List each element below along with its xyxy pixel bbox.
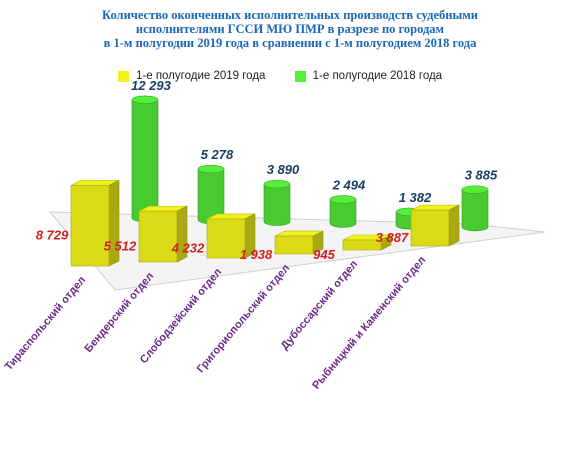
bar-2019-0-front	[70, 185, 110, 267]
bar-2018-0-top	[131, 95, 159, 104]
value-label-2019-0: 8 729	[36, 228, 69, 243]
value-label-2019-5: 3 887	[376, 230, 409, 245]
bar-2018-2-body	[263, 183, 291, 226]
legend-label-2019: 1-е полугодие 2019 года	[136, 70, 266, 82]
legend-label-2018: 1-е полугодие 2018 года	[312, 70, 443, 82]
bar-2019-5-front	[410, 209, 450, 247]
value-label-2018-1: 5 278	[201, 147, 234, 162]
value-label-2018-3: 2 494	[332, 177, 366, 192]
bar-2019-3-front	[274, 235, 314, 255]
legend-item-2019: 1-е полугодие 2019 года	[118, 70, 265, 82]
bar-2018-1-top	[197, 164, 225, 174]
chart-legend: 1-е полугодие 2019 года 1-е полугодие 20…	[118, 70, 468, 85]
legend-swatch-2018	[294, 70, 306, 82]
bar-2018-2-top	[263, 179, 291, 189]
chart-title-line-3: в 1-м полугодии 2019 года в сравнении с …	[103, 36, 477, 50]
bar-2019-1-front	[138, 210, 178, 263]
value-label-2018-4: 1 382	[399, 190, 432, 205]
chart-title-line-2: исполнителями ГССИ МЮ ПМР в разрезе по г…	[135, 22, 445, 36]
category-label-0: Тираспольский отдел	[3, 274, 89, 373]
bar-2018-0-body	[131, 99, 159, 223]
value-label-2019-4: 945	[313, 247, 335, 262]
value-label-2018-2: 3 890	[267, 162, 300, 177]
bar-2018-3-body	[329, 199, 357, 228]
value-label-2019-2: 4 232	[171, 240, 205, 255]
bar-2019-5-side	[448, 204, 460, 247]
chart-title: Количество оконченных исполнительных про…	[20, 8, 560, 50]
bar-2018-5-body	[461, 189, 489, 232]
legend-swatch-2019	[118, 70, 129, 82]
legend-item-2018: 1-е полугодие 2018 года	[294, 70, 443, 82]
bar-2019-4-front	[342, 239, 382, 251]
category-label-5: Рыбницкий и Каменский отдел	[310, 254, 428, 392]
bar-2018-5-top	[461, 185, 489, 194]
value-label-2019-3: 1 938	[240, 247, 273, 262]
value-label-2018-0: 12 293	[131, 78, 172, 93]
bar-2019-2-front	[206, 218, 246, 259]
chart-title-line-1: Количество оконченных исполнительных про…	[102, 8, 478, 22]
value-label-2018-5: 3 885	[465, 168, 498, 183]
bar-2018-3-top	[329, 195, 357, 204]
value-label-2019-1: 5 512	[104, 239, 137, 254]
